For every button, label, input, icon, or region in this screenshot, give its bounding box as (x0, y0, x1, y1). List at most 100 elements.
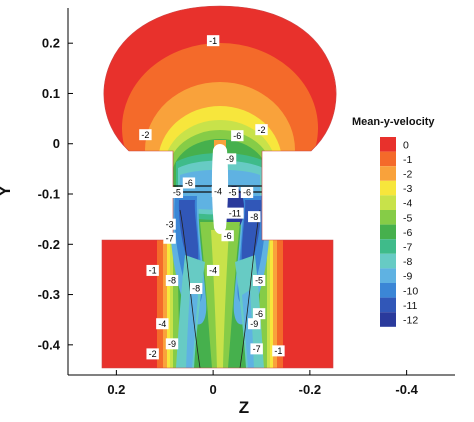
contour-label: -8 (250, 212, 258, 222)
contour-label: -2 (141, 130, 149, 140)
legend-swatch (380, 151, 396, 167)
y-tick-label: -0.1 (38, 187, 60, 202)
x-tick-label: 0 (210, 382, 217, 397)
contour-label: -8 (168, 276, 176, 286)
contour-label: -9 (226, 154, 234, 164)
contour-label-bg (221, 230, 234, 242)
legend-label: -3 (403, 183, 412, 195)
contour-label: -6 (224, 231, 232, 241)
legend-label: -11 (403, 300, 418, 312)
contour-label-bg (182, 177, 196, 189)
contour-label-bg (226, 207, 244, 219)
legend-swatch (380, 137, 396, 152)
legend-swatch (380, 268, 396, 283)
contour-label-bg (146, 264, 159, 276)
legend: Mean-y-velocity 0 -1 -2 -3 -4 -5 -6 -7 -8 -9 -10 -1… (352, 116, 435, 327)
legend-label: -8 (403, 256, 412, 268)
contour-label: -6 (243, 188, 251, 198)
legend-swatch (380, 297, 396, 313)
contour-label: -7 (166, 233, 174, 243)
contour-label-bg (248, 211, 261, 223)
contour-label: -1 (274, 346, 282, 356)
domain-outline (101, 5, 337, 369)
region-center-jet-4 (211, 230, 229, 368)
contour-label-bg (139, 129, 152, 141)
contour-label: -6 (185, 178, 193, 188)
y-tick-label: -0.4 (38, 337, 61, 352)
y-tick-label: -0.3 (38, 287, 60, 302)
contour-label-bg (146, 348, 159, 360)
region-left-low-9 (186, 290, 198, 368)
x-tick-label: -0.2 (299, 382, 321, 397)
contour-label: -3 (166, 219, 174, 229)
legend-swatch (380, 210, 396, 225)
contour-label-bg (252, 308, 266, 320)
contour-label-bg (223, 153, 237, 165)
legend-label: -6 (403, 227, 412, 239)
contour-label-bg (272, 345, 285, 357)
contour-label: -2 (257, 125, 265, 135)
contour-label-bg (226, 187, 239, 199)
legend-swatch (380, 195, 396, 210)
contour-label: -8 (192, 284, 200, 294)
contour-label: -6 (255, 309, 263, 319)
legend-swatch (380, 239, 396, 254)
legend-swatch (380, 180, 396, 196)
x-tick-label: -0.4 (395, 382, 418, 397)
legend-label: 0 (403, 139, 409, 151)
legend-label: -1 (403, 154, 412, 166)
contour-labels: -1-2-2-6-9-6-5 -4 -5 -6-11 -8-3-7 -6-1-8-4-8-… (139, 35, 285, 360)
legend-swatch (380, 312, 396, 327)
contour-label: -6 (233, 131, 241, 141)
legend-label: -9 (403, 271, 412, 283)
legend-label: -2 (403, 169, 412, 181)
legend-swatch (380, 283, 396, 298)
y-tick-label: 0 (53, 136, 60, 151)
y-tick-label: 0.2 (42, 36, 60, 51)
contour-label: -5 (228, 188, 236, 198)
contour-label-bg (240, 187, 254, 199)
region-left-jet-11 (178, 200, 199, 274)
y-axis-ticks: 0.2 0.1 0 -0.1 -0.2 -0.3 -0.4 (38, 36, 73, 352)
legend-label: -4 (403, 198, 412, 210)
contour-label: -7 (253, 344, 261, 354)
contour-label-bg (165, 274, 179, 286)
legend-swatch (380, 166, 396, 181)
contour-label-bg (231, 130, 244, 142)
legend-label: -12 (403, 315, 418, 327)
x-tick-label: 0.2 (107, 382, 125, 397)
contour-label: -9 (168, 339, 176, 349)
legend-title: Mean-y-velocity (352, 116, 435, 128)
contour-label-bg (252, 274, 266, 286)
legend-swatch (380, 253, 396, 269)
contour-label: -1 (209, 36, 217, 46)
contour-label: -1 (149, 266, 157, 276)
contour-label: -5 (255, 276, 263, 286)
contour-label-bg (255, 124, 268, 136)
contour-label-bg (163, 218, 176, 230)
contour-line-left (179, 209, 201, 368)
legend-swatch (380, 224, 396, 240)
contour-label-bg (250, 343, 263, 355)
contour-label-bg (189, 283, 203, 295)
legend-label: -7 (403, 242, 412, 254)
contour-label-bg (206, 264, 220, 276)
contour-label: -9 (250, 319, 258, 329)
contour-label-bg (165, 338, 179, 350)
contour-label-bg (163, 232, 176, 244)
contour-label-bg (206, 35, 220, 47)
contour-label: -11 (229, 208, 241, 218)
contour-label-bg (248, 318, 261, 330)
contour-label: -4 (209, 266, 217, 276)
contour-label-bg (170, 187, 184, 199)
contour-label-bg (156, 318, 169, 330)
contour-label: -4 (158, 319, 166, 329)
x-axis-ticks: 0.2 0 -0.2 -0.4 (107, 370, 419, 397)
legend-label: -5 (403, 212, 412, 224)
y-tick-label: 0.1 (42, 86, 60, 101)
y-tick-label: -0.2 (38, 237, 60, 252)
legend-label: -10 (403, 285, 418, 297)
contour-label: -2 (149, 349, 157, 359)
x-axis-title: Z (239, 398, 249, 417)
